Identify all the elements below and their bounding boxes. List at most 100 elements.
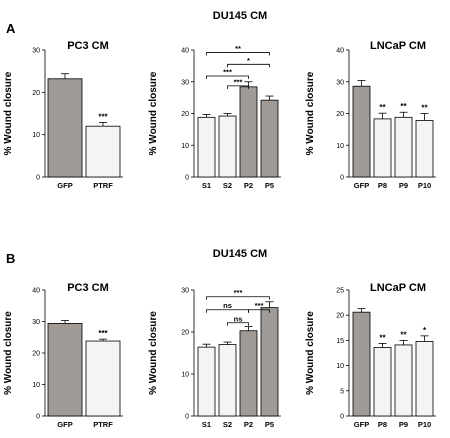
- y-tick-label: 0: [36, 175, 40, 182]
- y-tick-label: 10: [336, 363, 344, 370]
- bar: [373, 347, 392, 417]
- x-tick-label: P9: [399, 181, 408, 190]
- bar: [352, 311, 371, 417]
- y-tick-label: 5: [340, 388, 344, 395]
- y-axis-label: % Wound closure: [3, 71, 14, 155]
- x-tick-label: S1: [202, 181, 211, 190]
- bar: [373, 118, 392, 178]
- x-tick-label: P8: [378, 181, 387, 190]
- comparison-bracket: [227, 85, 249, 89]
- x-tick-label: S2: [223, 181, 232, 190]
- y-axis-label: % Wound closure: [148, 311, 159, 395]
- y-axis-label: % Wound closure: [305, 71, 316, 155]
- chart-title: PC3 CM: [67, 40, 109, 52]
- chart-5: DU145 CM % Wound closure 0 10 20 30 S1 S2 P2 P5 **…: [148, 248, 281, 429]
- y-tick-label: 30: [181, 79, 189, 86]
- bar: [85, 340, 121, 417]
- bracket-label: ***: [223, 68, 232, 77]
- comparison-bracket: [206, 75, 249, 80]
- bar: [197, 346, 216, 417]
- significance-label: **: [421, 104, 428, 113]
- y-axis-label: % Wound closure: [148, 71, 159, 155]
- chart-title: DU145 CM: [213, 10, 267, 22]
- y-tick-label: 15: [336, 338, 344, 345]
- y-tick-label: 20: [336, 313, 344, 320]
- y-tick-label: 30: [32, 319, 40, 326]
- bracket-label: ***: [234, 288, 243, 297]
- comparison-bracket: [206, 52, 270, 56]
- comparison-bracket: [227, 322, 249, 326]
- comparison-bracket: [206, 296, 270, 300]
- bar: [260, 99, 279, 178]
- y-tick-label: 30: [336, 79, 344, 86]
- y-tick-label: 20: [336, 111, 344, 118]
- y-tick-label: 40: [336, 48, 344, 55]
- x-tick-label: P8: [378, 420, 387, 429]
- x-tick-label: GFP: [354, 181, 369, 190]
- y-tick-label: 0: [340, 414, 344, 421]
- x-tick-label: P5: [265, 420, 274, 429]
- bracket-label: **: [235, 44, 241, 53]
- chart-3: LNCaP CM % Wound closure 0 10 20 30 40 GFP P8 ** P…: [305, 40, 436, 190]
- bar: [352, 85, 371, 178]
- y-axis-label: % Wound closure: [305, 311, 316, 395]
- x-tick-label: P2: [244, 420, 253, 429]
- y-tick-label: 25: [336, 288, 344, 295]
- comparison-bracket: [248, 309, 270, 313]
- chart-title: LNCaP CM: [370, 282, 426, 294]
- significance-label: **: [379, 333, 386, 342]
- y-tick-label: 0: [340, 175, 344, 182]
- x-tick-label: P2: [244, 181, 253, 190]
- bar: [218, 115, 237, 178]
- significance-label: ***: [98, 112, 108, 121]
- significance-label: *: [423, 326, 427, 335]
- x-tick-label: S2: [223, 420, 232, 429]
- chart-title: LNCaP CM: [370, 40, 426, 52]
- bar: [415, 120, 434, 178]
- x-tick-label: P9: [399, 420, 408, 429]
- bar: [239, 330, 258, 417]
- x-tick-label: PTRF: [93, 181, 113, 190]
- chart-4: PC3 CM % Wound closure 0 10 20 30 40 GFP PTRF ***: [3, 282, 123, 429]
- y-tick-label: 0: [185, 175, 189, 182]
- y-tick-label: 20: [32, 351, 40, 358]
- y-axis-label: % Wound closure: [3, 311, 14, 395]
- bracket-label: *: [247, 56, 250, 65]
- x-tick-label: GFP: [354, 420, 369, 429]
- panel-label-b: B: [6, 251, 15, 266]
- comparison-bracket: [227, 63, 270, 68]
- bracket-label: ns: [234, 314, 243, 323]
- bracket-label: ns: [223, 301, 232, 310]
- bar: [218, 344, 237, 417]
- y-tick-label: 10: [181, 372, 189, 379]
- chart-1: PC3 CM % Wound closure 0 10 20 30 GFP PTRF ***: [3, 40, 123, 190]
- y-tick-label: 10: [181, 143, 189, 150]
- chart-2: DU145 CM % Wound closure 0 10 20 30 40 S1 S2 P2 P5…: [148, 10, 281, 190]
- x-tick-label: P5: [265, 181, 274, 190]
- panel-label-a: A: [6, 21, 16, 36]
- chart-title: PC3 CM: [67, 282, 109, 294]
- x-tick-label: P10: [418, 181, 431, 190]
- bar: [197, 116, 216, 178]
- y-tick-label: 40: [181, 48, 189, 55]
- bar: [85, 125, 121, 178]
- bar: [239, 86, 258, 178]
- significance-label: **: [379, 103, 386, 112]
- y-tick-label: 0: [36, 414, 40, 421]
- y-tick-label: 10: [32, 382, 40, 389]
- y-tick-label: 40: [32, 288, 40, 295]
- bar: [260, 307, 279, 417]
- significance-label: **: [400, 102, 407, 111]
- bar: [47, 322, 83, 417]
- y-tick-label: 30: [32, 48, 40, 55]
- bar: [415, 341, 434, 417]
- x-tick-label: PTRF: [93, 420, 113, 429]
- y-tick-label: 20: [181, 111, 189, 118]
- y-tick-label: 10: [336, 143, 344, 150]
- chart-title: DU145 CM: [213, 248, 267, 260]
- y-tick-label: 0: [185, 414, 189, 421]
- y-tick-label: 20: [32, 90, 40, 97]
